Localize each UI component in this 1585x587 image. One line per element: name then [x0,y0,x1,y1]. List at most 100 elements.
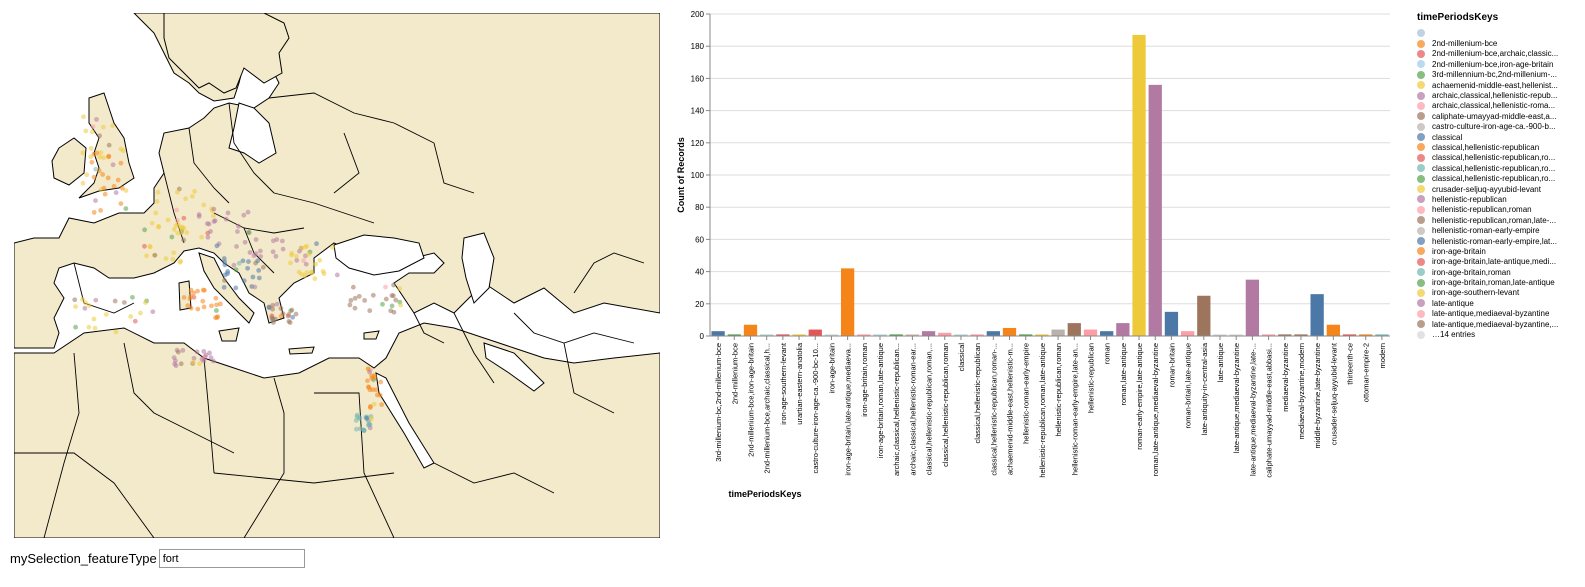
map-point[interactable] [112,298,118,304]
map-point[interactable] [234,244,239,249]
map-point[interactable] [200,298,206,304]
map-point[interactable] [174,189,180,195]
bar[interactable] [1100,331,1114,336]
map-point[interactable] [201,358,207,364]
map-point[interactable] [389,303,395,309]
map-point[interactable] [235,229,240,234]
map-point[interactable] [242,239,248,245]
bar[interactable] [1197,295,1211,336]
map-point[interactable] [266,305,272,310]
map-point[interactable] [175,349,181,355]
map-point[interactable] [103,312,109,317]
europe-map[interactable] [14,13,660,538]
map-point[interactable] [97,154,103,160]
bar[interactable] [1278,334,1292,336]
map-point[interactable] [391,293,396,299]
map-point[interactable] [352,305,358,311]
map-point[interactable] [177,259,183,265]
map-point[interactable] [179,230,184,236]
legend-item[interactable]: hellenistic-republican,roman,late-... [1417,215,1577,225]
map-point[interactable] [233,285,239,291]
legend-item[interactable]: caliphate-umayyad-middle-east,a... [1417,111,1577,121]
map-point[interactable] [110,123,115,129]
map-point[interactable] [377,392,383,398]
map-point[interactable] [118,146,124,152]
map-point[interactable] [188,287,194,293]
map-point[interactable] [155,189,161,195]
bar-chart[interactable]: 0 20 40 60 80 100 120 140 160 180 200 Count of Reco… [672,6,1407,506]
legend-item[interactable]: 2nd-millenium-bce [1417,38,1577,48]
map-point[interactable] [222,272,228,278]
map-point[interactable] [270,320,276,325]
legend-item[interactable]: classical,hellenistic-republican [1417,142,1577,152]
map-point[interactable] [194,349,200,355]
map-point[interactable] [143,300,148,305]
map-point[interactable] [391,282,396,288]
map-point[interactable] [142,227,148,233]
map-point[interactable] [393,297,399,303]
map-point[interactable] [270,302,276,308]
map-point[interactable] [190,359,196,365]
map-point[interactable] [222,277,227,283]
map-point[interactable] [147,244,153,250]
map-point[interactable] [142,243,147,249]
map-point[interactable] [245,209,251,215]
map-point[interactable] [165,217,171,223]
map-point[interactable] [82,305,88,311]
map-point[interactable] [270,249,276,255]
map-point[interactable] [397,286,403,291]
map-point[interactable] [398,302,403,308]
map-point[interactable] [246,230,252,236]
map-point[interactable] [150,309,156,315]
map-point[interactable] [113,329,119,335]
bar[interactable] [954,334,968,336]
map-point[interactable] [290,314,296,320]
map-point[interactable] [370,292,376,298]
legend-item[interactable]: castro-culture-iron-age-ca.-900-b... [1417,122,1577,132]
map-point[interactable] [370,387,376,393]
map-point[interactable] [156,223,161,229]
bar[interactable] [1310,294,1324,336]
legend-item[interactable]: late-antique,mediaeval-byzantine,... [1417,319,1577,329]
map-point[interactable] [360,427,366,433]
map-point[interactable] [353,418,359,423]
map-point[interactable] [356,293,362,299]
map-point[interactable] [217,301,223,307]
selection-control[interactable]: mySelection_featureType [10,549,305,568]
bar[interactable] [921,331,936,336]
map-point[interactable] [221,284,227,290]
map-panel[interactable] [14,13,660,538]
bars[interactable] [711,34,1389,337]
map-point[interactable] [144,253,149,259]
map-point[interactable] [362,297,368,303]
map-point[interactable] [195,288,200,294]
map-point[interactable] [348,297,354,303]
map-point[interactable] [312,276,318,282]
map-point[interactable] [80,150,86,156]
bar[interactable] [1132,34,1146,337]
map-point[interactable] [367,308,373,314]
legend-item[interactable]: archaic,classical,hellenistic-repub... [1417,90,1577,100]
map-point[interactable] [98,207,104,213]
legend-item[interactable]: classical,hellenistic-republican,ro... [1417,173,1577,183]
legend-item[interactable]: iron-age-britain,roman [1417,267,1577,277]
map-point[interactable] [347,302,353,308]
map-point[interactable] [205,234,211,240]
map-point[interactable] [200,287,206,293]
map-point[interactable] [214,302,219,308]
map-point[interactable] [171,227,177,232]
bar[interactable] [1067,323,1081,336]
map-point[interactable] [293,253,299,259]
bar[interactable] [1261,334,1276,336]
bar[interactable] [776,334,790,336]
map-point[interactable] [94,150,100,156]
map-point[interactable] [251,253,257,258]
feature-type-input[interactable] [158,549,305,568]
map-point[interactable] [188,293,194,299]
map-point[interactable] [106,142,112,148]
bar[interactable] [889,334,903,336]
map-point[interactable] [132,318,138,324]
map-point[interactable] [211,358,216,364]
map-point[interactable] [279,238,285,244]
map-point[interactable] [274,301,280,307]
